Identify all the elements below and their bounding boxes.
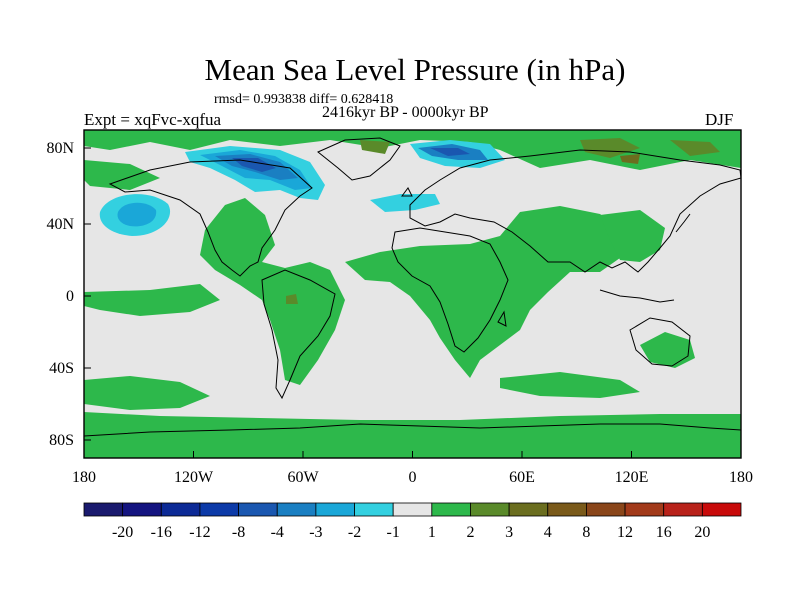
lon-tick-label: 180 xyxy=(72,469,96,486)
colorbar-swatch xyxy=(315,502,355,517)
colorbar-label: -16 xyxy=(151,524,172,541)
coast-uk xyxy=(401,187,413,197)
canada-low-core xyxy=(232,158,276,172)
colorbar: -20 -16 -12 -8 -4 -3 -2 -1 1 2 3 4 8 12 16 20 xyxy=(83,502,742,541)
coast-madagascar xyxy=(497,310,507,327)
arctic-green-left xyxy=(84,160,160,190)
dark-patch-1 xyxy=(580,138,640,158)
southern-pacific-green xyxy=(84,376,210,410)
dark-patch-5 xyxy=(620,154,640,164)
latitude-axis: 80N 40N 0 40S 80S xyxy=(46,140,91,449)
australia-green xyxy=(640,332,695,368)
colorbar-label: -1 xyxy=(387,524,400,541)
colorbar-swatch xyxy=(354,502,394,517)
greenland-sea-low-core xyxy=(430,148,470,156)
colorbar-label: 20 xyxy=(694,524,710,541)
colorbar-swatch xyxy=(663,502,703,517)
colorbar-swatch xyxy=(392,502,433,517)
colorbar-swatch xyxy=(547,502,587,517)
stats-line: rmsd= 0.993838 diff= 0.628418 xyxy=(214,92,394,107)
lon-tick-label: 60E xyxy=(509,469,535,486)
colorbar-label: 1 xyxy=(428,524,436,541)
map-title: Mean Sea Level Pressure (in hPa) xyxy=(204,52,626,87)
dark-patch-2 xyxy=(670,140,720,156)
coast-europe-asia xyxy=(409,149,741,273)
coast-japan xyxy=(675,213,691,233)
colorbar-label: 2 xyxy=(466,524,474,541)
colorbar-label: -12 xyxy=(189,524,210,541)
colorbar-swatch xyxy=(470,502,510,517)
lat-tick-label: 80S xyxy=(49,432,74,449)
arctic-green-band xyxy=(84,130,741,170)
colorbar-swatch xyxy=(276,502,317,517)
lat-tick-label: 0 xyxy=(66,288,74,305)
lon-tick-label: 120E xyxy=(615,469,649,486)
experiment-label: Expt = xqFvc-xqfua xyxy=(84,110,222,129)
colorbar-label: 8 xyxy=(582,524,590,541)
colorbar-swatch xyxy=(701,502,742,517)
coast-north-america xyxy=(108,159,313,277)
coastlines xyxy=(84,137,741,437)
dark-patch-4 xyxy=(286,294,298,304)
asia-green xyxy=(600,210,665,262)
colorbar-swatch xyxy=(160,502,201,517)
colorbar-swatch xyxy=(431,502,471,517)
colorbar-swatch xyxy=(122,502,162,517)
colorbar-swatch xyxy=(508,502,549,517)
lat-tick-label: 40S xyxy=(49,360,74,377)
colorbar-swatch xyxy=(238,502,278,517)
colorbar-label: -2 xyxy=(348,524,361,541)
negative-anomaly-regions xyxy=(99,140,505,236)
colorbar-label: 12 xyxy=(617,524,633,541)
pacific-tropical-green xyxy=(84,284,220,316)
period-label: 2416kyr BP - 0000kyr BP xyxy=(322,104,489,121)
southern-indian-green xyxy=(500,372,640,398)
colorbar-swatch xyxy=(199,502,239,517)
lon-tick-label: 0 xyxy=(409,469,417,486)
atlantic-africa-green xyxy=(345,206,625,378)
map-panel xyxy=(84,130,741,458)
lat-tick-label: 40N xyxy=(46,216,74,233)
longitude-axis: 180 120W 60W 0 60E 120E 180 xyxy=(72,451,753,486)
season-label: DJF xyxy=(705,110,734,129)
americas-green xyxy=(200,198,345,385)
coast-south-america xyxy=(261,269,336,400)
southern-ocean-green xyxy=(84,412,741,458)
colorbar-label: 16 xyxy=(656,524,672,541)
coast-africa xyxy=(391,227,509,353)
lon-tick-label: 180 xyxy=(729,469,753,486)
coast-greenland xyxy=(317,137,401,181)
colorbar-swatch xyxy=(83,502,124,517)
north-atlantic-low xyxy=(370,194,440,212)
colorbar-label: 3 xyxy=(505,524,513,541)
lon-tick-label: 120W xyxy=(174,469,214,486)
north-pacific-low-inner xyxy=(117,202,157,227)
lon-tick-label: 60W xyxy=(287,469,319,486)
colorbar-swatch xyxy=(586,502,626,517)
coast-indonesia xyxy=(599,289,675,303)
lat-tick-label: 80N xyxy=(46,140,74,157)
colorbar-label: -20 xyxy=(112,524,133,541)
coast-antarctica xyxy=(84,423,741,437)
colorbar-label: -3 xyxy=(309,524,322,541)
positive-anomaly-regions xyxy=(84,130,741,458)
dark-patch-3 xyxy=(360,140,390,154)
colorbar-swatch xyxy=(624,502,665,517)
coast-australia xyxy=(629,317,691,367)
colorbar-label: -8 xyxy=(232,524,245,541)
colorbar-label: 4 xyxy=(544,524,552,541)
colorbar-label: -4 xyxy=(271,524,284,541)
